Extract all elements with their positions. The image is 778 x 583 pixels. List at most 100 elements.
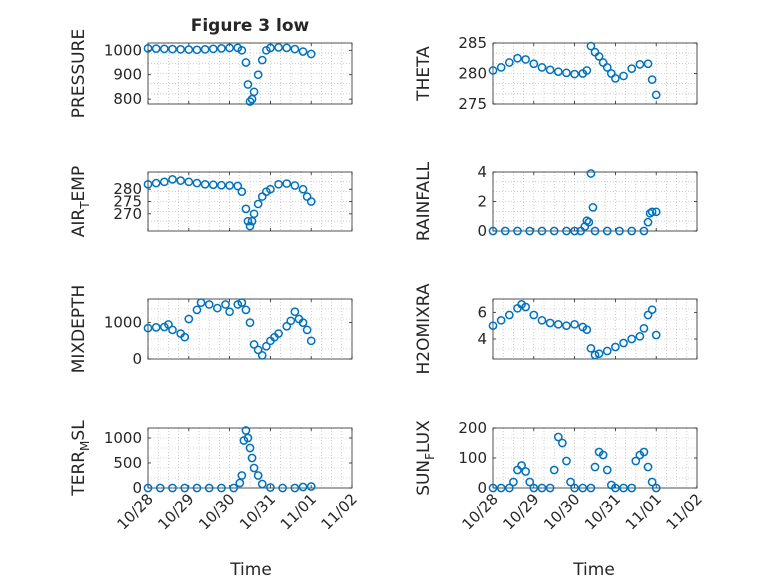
figure-title: Figure 3 low [191, 16, 310, 36]
data-point [159, 44, 169, 54]
subplot-theta: 275 280 285 THETA [414, 34, 698, 113]
x-tick-label: 11/01 [622, 490, 665, 533]
data-point [243, 216, 253, 226]
data-point [241, 204, 251, 214]
data-point [627, 483, 637, 493]
data-point [192, 178, 202, 188]
data-point [151, 323, 161, 332]
data-point [488, 321, 498, 331]
data-point [184, 177, 194, 187]
subplot-rainfall: 0 2 4 RAINFALL [414, 161, 698, 241]
data-point [298, 482, 308, 492]
data-point [602, 226, 612, 236]
data-point [237, 45, 247, 55]
data-point [253, 70, 263, 80]
data-point [588, 203, 598, 212]
data-point [233, 181, 243, 191]
data-point [639, 323, 649, 333]
data-point [241, 426, 251, 435]
data-point [537, 63, 547, 72]
x-tick-label: 11/02 [318, 490, 361, 533]
data-point [282, 179, 292, 188]
data-point [180, 483, 190, 493]
data-point [537, 483, 547, 493]
data-point [306, 197, 316, 206]
data-point [525, 477, 535, 487]
data-point [594, 349, 604, 359]
data-point [537, 226, 547, 236]
data-point [213, 303, 222, 313]
data-point [643, 310, 653, 320]
data-point [192, 305, 202, 315]
y-tick-label: 500 [113, 454, 142, 472]
data-point [586, 483, 596, 493]
data-point [143, 323, 153, 333]
data-point [241, 305, 251, 315]
data-point [545, 483, 555, 493]
data-point [545, 318, 555, 328]
y-axis-label: RAINFALL [414, 161, 434, 241]
axes-frame [147, 42, 353, 105]
y-axis-label: TERRMSL [69, 420, 92, 497]
data-point [500, 226, 510, 236]
data-point [488, 226, 498, 236]
x-tick-label: 10/31 [581, 490, 624, 533]
x-tick-label: 10/30 [195, 490, 238, 533]
data-point [562, 226, 571, 236]
data-point [298, 47, 308, 56]
data-point [582, 325, 592, 335]
data-point [570, 483, 579, 493]
data-point [290, 44, 300, 54]
y-tick-label: 0 [132, 350, 142, 368]
y-axis-label: PRESSURE [69, 29, 89, 118]
y-tick-label: 275 [113, 193, 142, 211]
data-point [562, 456, 571, 466]
x-tick-label: 10/29 [499, 490, 542, 533]
data-point [159, 177, 169, 187]
data-point [155, 483, 165, 493]
y-tick-label: 4 [477, 163, 487, 181]
data-point [225, 181, 234, 190]
data-point [525, 226, 535, 236]
data-point [651, 90, 661, 100]
data-point [143, 179, 153, 189]
y-tick-label: 0 [132, 479, 142, 497]
data-point [647, 477, 657, 487]
data-point [257, 55, 267, 65]
x-axis-label-right: Time [572, 560, 615, 580]
data-point [611, 483, 620, 493]
data-point [245, 221, 255, 231]
y-tick-label: 6 [477, 303, 487, 321]
data-point [598, 450, 608, 460]
data-point [168, 483, 177, 493]
data-point [243, 433, 253, 443]
data-point [651, 207, 661, 217]
data-point [504, 483, 514, 493]
data-point [298, 318, 308, 327]
data-point [164, 320, 173, 329]
data-point [643, 462, 653, 472]
data-point [235, 478, 245, 488]
data-point [243, 80, 253, 89]
data-point [229, 483, 239, 493]
data-point [249, 340, 259, 349]
data-point [643, 59, 653, 69]
data-point [513, 465, 522, 475]
axes-frame [147, 427, 353, 489]
data-point [274, 43, 283, 52]
data-point [598, 58, 608, 67]
data-point [549, 226, 559, 236]
data-point [635, 331, 645, 341]
data-point [615, 226, 624, 236]
data-point [245, 443, 255, 453]
data-point [184, 45, 194, 54]
data-point [639, 447, 649, 457]
y-tick-label: 0 [477, 479, 487, 497]
data-point [584, 217, 594, 227]
data-point [306, 336, 316, 346]
data-point [651, 483, 661, 493]
data-point [545, 65, 555, 75]
